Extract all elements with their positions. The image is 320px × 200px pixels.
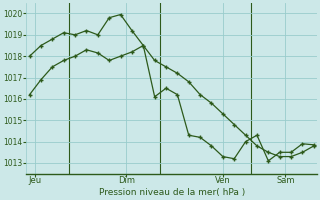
X-axis label: Pression niveau de la mer( hPa ): Pression niveau de la mer( hPa ) bbox=[99, 188, 245, 197]
